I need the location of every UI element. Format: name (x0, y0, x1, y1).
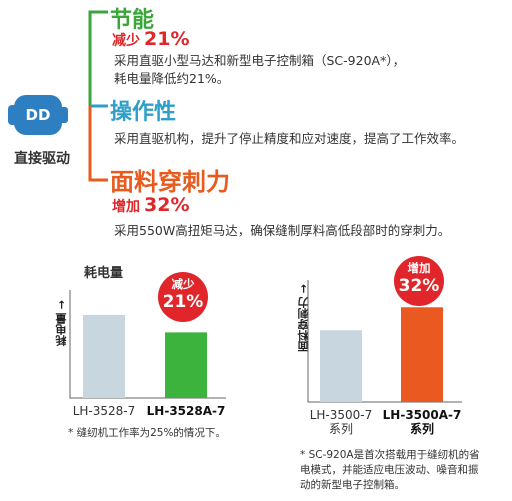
chart2 (307, 280, 462, 403)
feature-sub-small: 减少 (112, 33, 140, 49)
chart2-note: * SC-920A是首次搭载用于缝纫机的省 电模式，并能适应电压波动、噪音和振 … (300, 448, 508, 493)
motor-caption: 直接驱动 (14, 151, 70, 167)
tick-line: 系列 (328, 422, 353, 436)
feature-sub-small: 增加 (112, 199, 140, 215)
feature-sub-energy: 减少 21% (112, 28, 189, 50)
badge-big: 32% (398, 276, 440, 296)
motor-cap-right (58, 107, 68, 123)
chart-bar (401, 307, 443, 402)
chart1-badge: 减少 21% (158, 272, 208, 322)
motor-cap-left (8, 105, 18, 125)
feature-title-operability: 操作性 (110, 100, 177, 125)
note-line: 动的新型电子控制箱。 (300, 479, 405, 491)
chart1 (69, 290, 226, 399)
chart2-badge: 增加 32% (394, 256, 444, 306)
motor-body (14, 95, 62, 135)
feature-sub-penetration: 增加 32% (112, 194, 189, 216)
chart-tick-label: LH-3528A-7 (131, 404, 241, 418)
desc-line: 采用550W高扭矩马达，确保缝制厚料高低段部时的穿刺力。 (114, 223, 451, 238)
bracket-bottom (88, 106, 108, 182)
tick-line: LH-3528A-7 (146, 404, 226, 418)
chart-bar (320, 330, 362, 402)
chart-bar (83, 314, 125, 398)
chart1-note: * 缝纫机工作率为25%的情况下。 (68, 426, 288, 441)
feature-title-energy: 节能 (110, 8, 155, 33)
chart-bar (165, 332, 207, 398)
chart-tick-label: LH-3500A-7 系列 (367, 408, 477, 436)
feature-sub-big: 32% (144, 194, 190, 216)
note-line: * 缝纫机工作率为25%的情况下。 (68, 427, 226, 439)
chart-tick-label: LH-3528-7 (49, 404, 159, 418)
dd-motor-icon: DD (6, 95, 70, 135)
badge-small: 增加 (407, 261, 431, 275)
note-line: 电模式，并能适应电压波动、噪音和振 (300, 464, 479, 476)
tick-line: 系列 (409, 422, 434, 436)
desc-line: 耗电量降低约21%。 (114, 71, 230, 86)
feature-brackets (88, 10, 108, 182)
desc-line: 采用直驱机构，提升了停止精度和应对速度，提高了工作效率。 (114, 131, 465, 146)
tick-line: LH-3500A-7 (382, 408, 462, 422)
chart1-title: 耗电量 (84, 266, 124, 281)
tick-line: LH-3500-7 (309, 408, 373, 422)
feature-title-penetration: 面料穿刺力 (110, 168, 230, 196)
note-line: * SC-920A是首次搭载用于缝纫机的省 (300, 449, 480, 461)
feature-desc-penetration: 采用550W高扭矩马达，确保缝制厚料高低段部时的穿刺力。 (114, 222, 510, 240)
tick-line: LH-3528-7 (72, 404, 136, 418)
motor-label: DD (25, 106, 51, 124)
feature-desc-energy: 采用直驱小型马达和新型电子控制箱（SC-920A*）， 耗电量降低约21%。 (114, 52, 510, 88)
desc-line: 采用直驱小型马达和新型电子控制箱（SC-920A*）， (114, 53, 406, 68)
chart-tick-label: LH-3500-7 系列 (286, 408, 396, 436)
badge-small: 减少 (171, 277, 195, 291)
feature-desc-operability: 采用直驱机构，提升了停止精度和应对速度，提高了工作效率。 (114, 130, 510, 148)
badge-big: 21% (162, 292, 204, 312)
feature-sub-big: 21% (144, 28, 190, 50)
